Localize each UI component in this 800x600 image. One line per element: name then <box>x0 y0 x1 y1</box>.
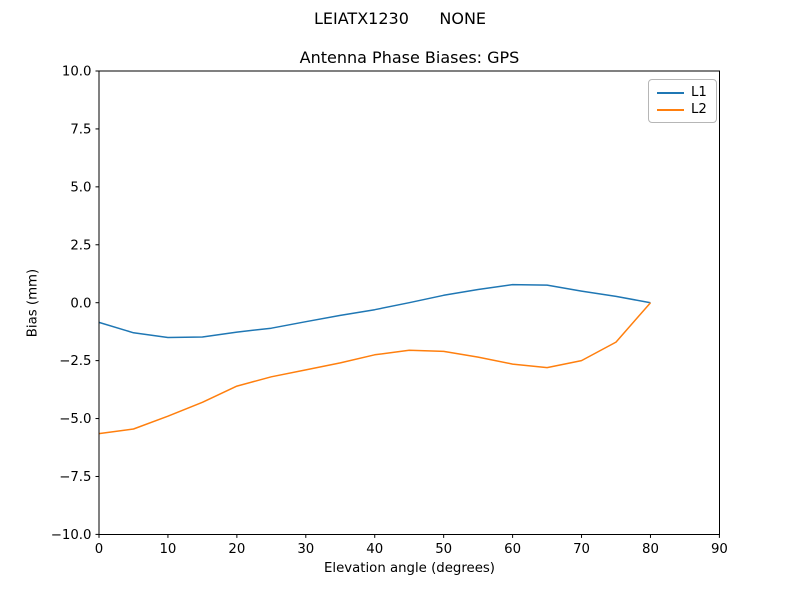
legend-swatch <box>657 108 684 111</box>
y-tick-label: −10.0 <box>51 528 92 543</box>
x-tick-label: 0 <box>95 542 103 557</box>
x-tick-label: 70 <box>573 542 590 557</box>
series-line-l2 <box>98 302 652 435</box>
axes-border <box>98 70 720 535</box>
y-tick-label: 10.0 <box>62 65 92 80</box>
legend-label: L1 <box>691 85 707 100</box>
y-tick-label: 7.5 <box>70 123 91 138</box>
x-tick-label: 50 <box>435 542 452 557</box>
y-tick-label: −2.5 <box>59 354 91 369</box>
x-tick-label: 40 <box>366 542 383 557</box>
x-tick-label: 90 <box>711 542 728 557</box>
x-tick-label: 80 <box>642 542 659 557</box>
y-tick-label: 2.5 <box>70 238 91 253</box>
x-axis-label: Elevation angle (degrees) <box>323 561 495 576</box>
x-tick-label: 60 <box>504 542 521 557</box>
y-tick-label: −5.0 <box>59 412 91 427</box>
y-tick-label: 0.0 <box>70 296 91 311</box>
y-axis-label: Bias (mm) <box>25 268 41 338</box>
x-tick-label: 20 <box>228 542 245 557</box>
chart-title: Antenna Phase Biases: GPS <box>299 48 520 67</box>
legend-entry: L2 <box>657 101 707 118</box>
y-tick-label: 5.0 <box>70 180 91 195</box>
legend-entry: L1 <box>657 84 707 101</box>
x-tick-label: 30 <box>297 542 314 557</box>
x-tick-label: 10 <box>159 542 176 557</box>
y-tick-label: −7.5 <box>59 470 91 485</box>
legend: L1 L2 <box>648 79 717 123</box>
legend-label: L2 <box>691 102 707 117</box>
series-line-l1 <box>98 283 651 339</box>
legend-swatch <box>657 91 684 94</box>
figure-suptitle: LEIATX1230 NONE <box>313 9 487 28</box>
